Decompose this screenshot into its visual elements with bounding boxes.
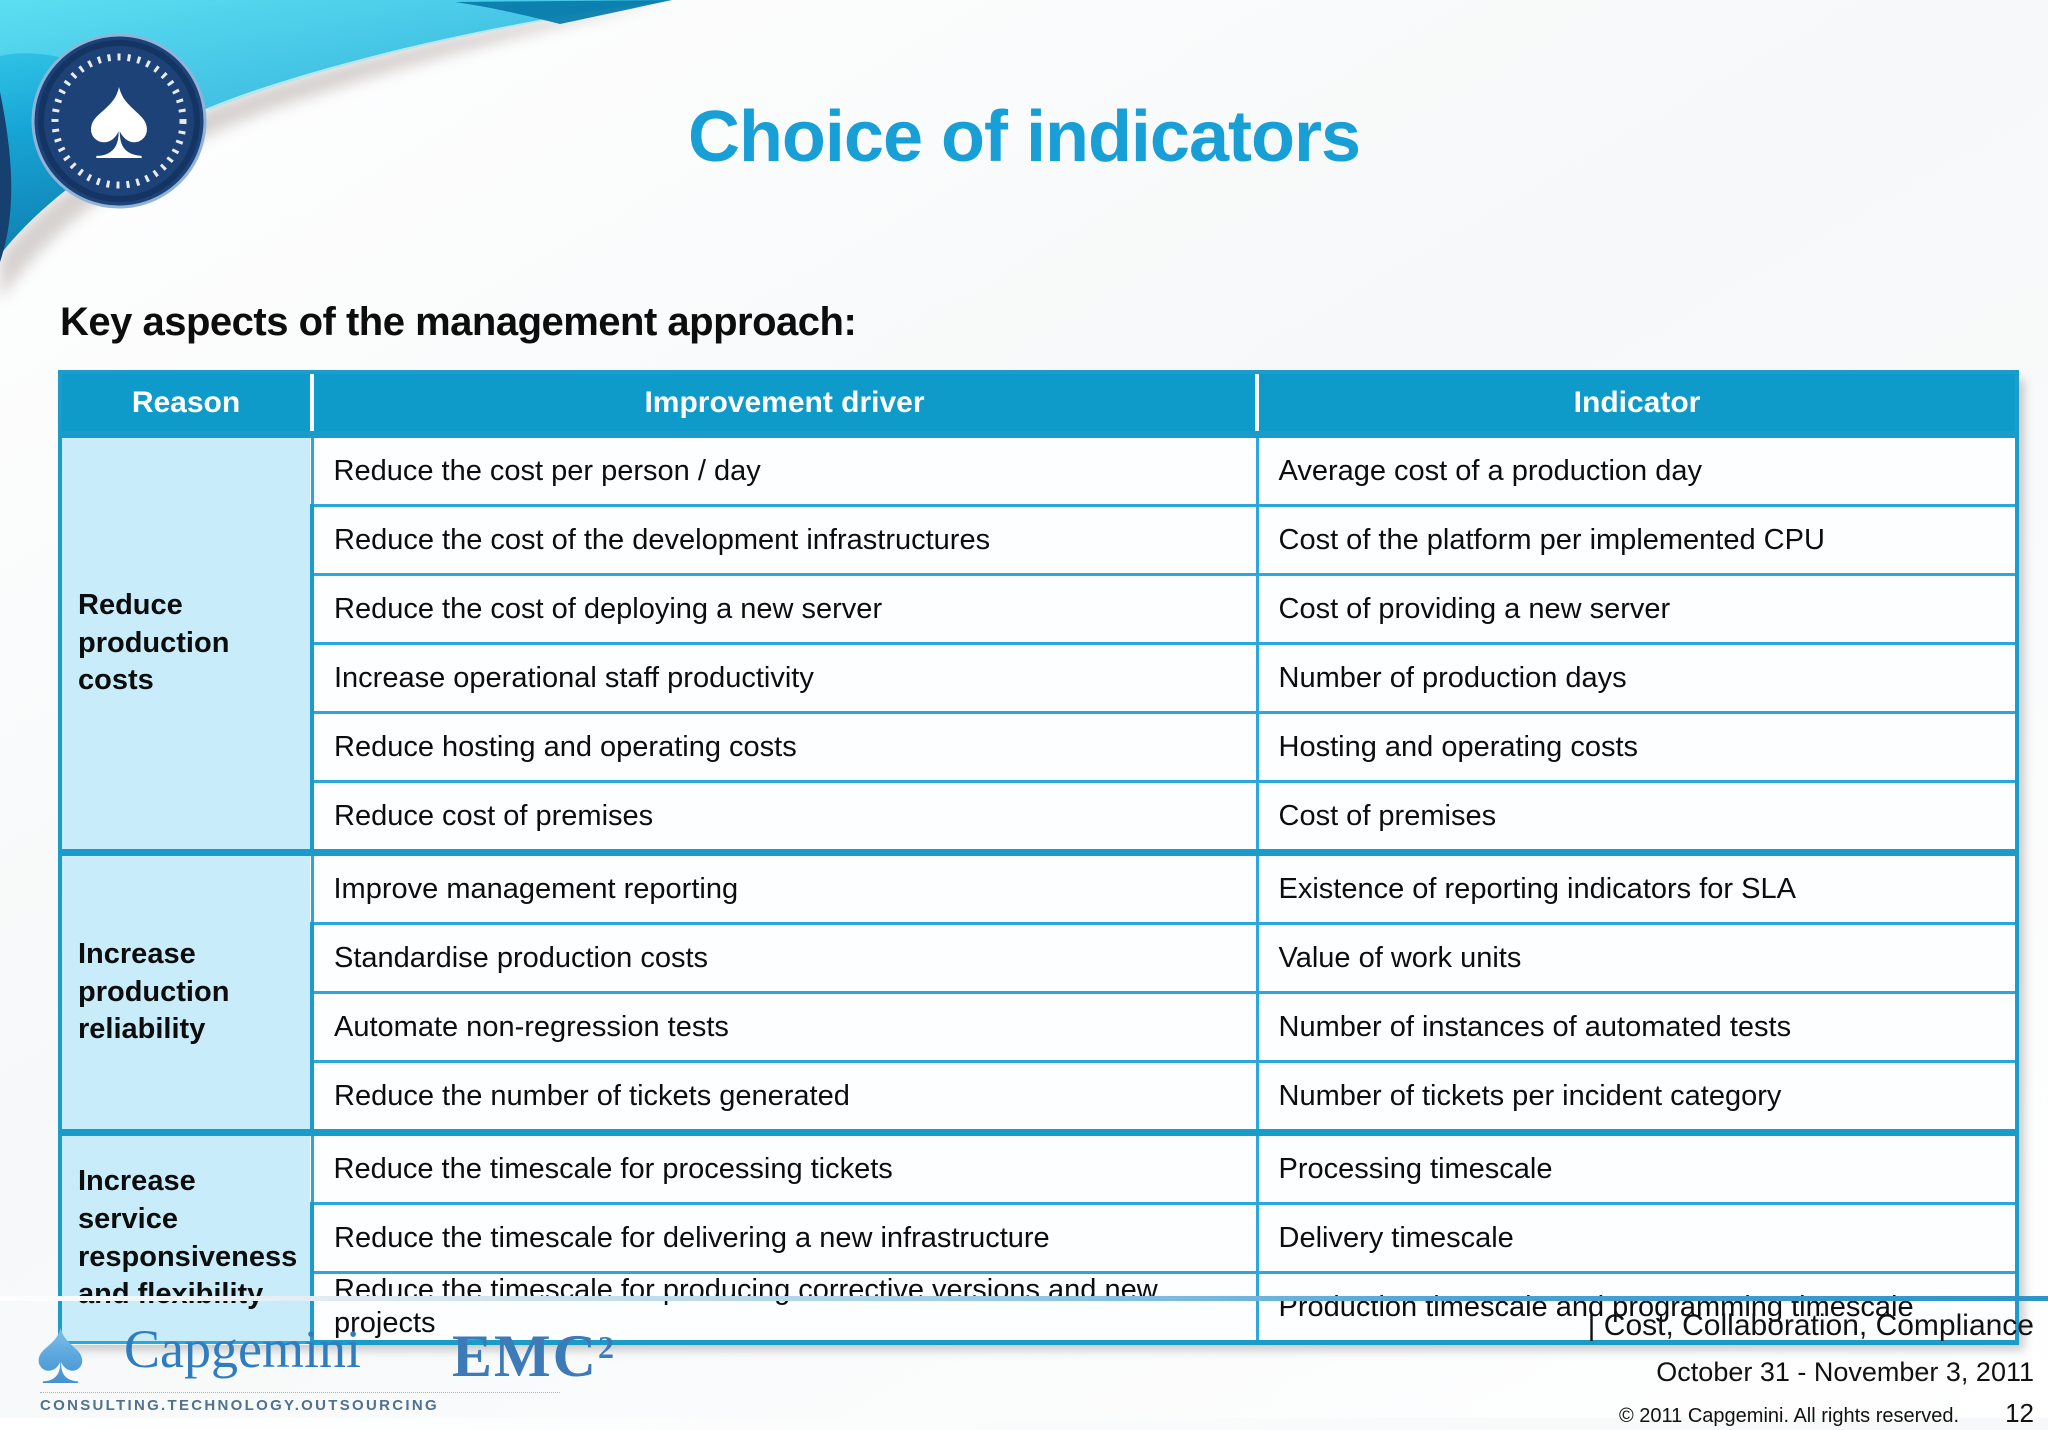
indicator-cell: Number of tickets per incident category [1255,1060,2019,1134]
indicator-cell: Hosting and operating costs [1255,711,2019,783]
swoosh-fold [455,0,672,24]
table-header-row: Reason Improvement driver Indicator [58,370,2019,437]
table-row: Standardise production costs Value of wor… [60,922,2019,994]
driver-cell: Reduce the timescale for producing corre… [310,1271,1259,1345]
indicator-cell: Delivery timescale [1255,1202,2019,1274]
driver-cell: Increase operational staff productivity [310,642,1259,714]
indicator-cell: Number of instances of automated tests [1255,991,2019,1063]
reason-cell: Increase production reliability [58,849,314,1134]
table-row: Reduce hosting and operating costs Hostin… [60,711,2019,783]
swoosh-gloss [0,0,672,110]
copyright-text: © 2011 Capgemini. All rights reserved. [1618,1405,1960,1428]
driver-cell: Standardise production costs [310,922,1259,994]
emc-logo-superscript: 2 [597,1329,614,1365]
footer-right-block: | Cost, Collaboration, Compliance Octobe… [1588,1308,2034,1430]
reason-cell: Reduce production costs [58,431,314,854]
conference-tagline: | Cost, Collaboration, Compliance [1587,1309,2034,1342]
table-row: Automate non-regression tests Number of i… [60,991,2019,1063]
column-header-reason: Reason [58,370,312,437]
column-header-improvement-driver: Improvement driver [310,370,1257,437]
driver-cell: Reduce the cost of the development infra… [310,504,1259,576]
table-row: Reduce the timescale for delivering a ne… [60,1202,2019,1274]
table-row: Reduce the cost of deploying a new serve… [60,573,2019,645]
capgemini-spade-icon: ♠ [36,1301,85,1403]
page-title: Choice of indicators [687,97,1361,177]
indicator-cell: Number of production days [1255,642,2019,714]
capgemini-tagline: CONSULTING.TECHNOLOGY.OUTSOURCING [40,1392,560,1414]
driver-cell: Improve management reporting [310,849,1259,925]
table-row: Increase service responsiveness and flex… [58,1129,2019,1344]
section-heading: Key aspects of the management approach: [60,300,857,344]
column-header-indicator: Indicator [1255,370,2019,437]
table-row: Reduce cost of premises Cost of premises [60,780,2019,854]
table-row: Reduce the cost of the development infra… [60,504,2019,576]
indicator-cell: Average cost of a production day [1255,431,2019,507]
driver-cell: Reduce the timescale for processing tick… [310,1129,1259,1205]
indicators-table-body: Reduce production costs Reduce the cost p… [58,431,2019,1345]
indicators-table: Reason Improvement driver Indicator Redu… [58,370,2019,1345]
table-row: Increase operational staff productivity N… [60,642,2019,714]
emc-logo: EMC2 [452,1322,614,1391]
indicator-cell: Cost of the platform per implemented CPU [1255,504,2019,576]
reason-cell: Increase service responsiveness and flex… [58,1129,314,1344]
table-row: Increase production reliability Improve m… [58,849,2019,1134]
capgemini-logo: ♠ Capgemini CONSULTING.TECHNOLOGY.OUTSOU… [36,1306,566,1414]
conference-dates: October 31 - November 3, 2011 [1656,1357,2034,1387]
driver-cell: Automate non-regression tests [310,991,1259,1063]
table-row: Reduce the number of tickets generated Nu… [60,1060,2019,1134]
indicator-cell: Cost of providing a new server [1255,573,2019,645]
driver-cell: Reduce the timescale for delivering a ne… [310,1202,1259,1274]
driver-cell: Reduce hosting and operating costs [310,711,1259,783]
capgemini-wordmark: Capgemini [124,1319,361,1379]
indicator-cell: Production timescale and programming tim… [1255,1271,2019,1345]
indicator-cell: Value of work units [1255,922,2019,994]
table-row: Reduce the timescale for producing corre… [60,1271,2019,1345]
driver-cell: Reduce the cost of deploying a new serve… [310,573,1259,645]
driver-cell: Reduce the number of tickets generated [310,1060,1259,1134]
driver-cell: Reduce cost of premises [310,780,1259,854]
indicator-cell: Existence of reporting indicators for SL… [1255,849,2019,925]
driver-cell: Reduce the cost per person / day [310,431,1259,507]
indicator-cell: Cost of premises [1255,780,2019,854]
page-number: 12 [2005,1398,2034,1429]
footer-divider-line [0,1296,2048,1301]
table-row: Reduce production costs Reduce the cost p… [58,431,2019,854]
emc-logo-text: EMC [452,1323,598,1389]
indicator-cell: Processing timescale [1255,1129,2019,1205]
